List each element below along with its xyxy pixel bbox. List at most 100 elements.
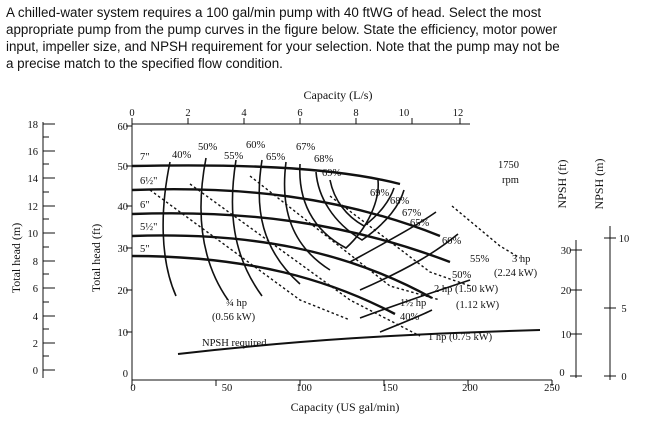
bottom-tick-0: 0 (130, 383, 135, 394)
speed-label-2: rpm (502, 175, 519, 186)
power-label-1-5hp-kw: (1.12 kW) (456, 300, 500, 311)
problem-line-3: input, impeller size, and NPSH requireme… (6, 39, 560, 54)
npsh-ft-axis (570, 240, 582, 378)
top-axis-title: Capacity (L/s) (304, 88, 373, 102)
power-line-0-75hp (149, 189, 351, 321)
npsh-m-tick-5: 5 (621, 304, 626, 315)
eff-curve-65-right (349, 211, 437, 263)
left-m-tick-12: 12 (28, 202, 39, 213)
impeller-label-6-5: 6½" (140, 176, 157, 187)
impeller-curves (131, 164, 451, 316)
impeller-curve-6 (131, 212, 451, 264)
power-label-3hp-kw: (2.24 kW) (494, 268, 538, 279)
top-tick-10: 10 (399, 108, 410, 119)
eff-label-68-right: 68% (390, 196, 410, 207)
left-ft-tick-0: 0 (123, 369, 128, 380)
eff-curve-60-left (258, 159, 301, 285)
eff-label-60-right: 60% (442, 236, 462, 247)
speed-label-1: 1750 (498, 160, 519, 171)
power-line-1hp (189, 183, 421, 337)
eff-curve-67 (299, 163, 379, 249)
eff-curve-69 (329, 179, 395, 227)
npsh-ft-tick-20: 20 (561, 286, 572, 297)
left-m-tick-18: 18 (28, 120, 39, 131)
power-label-0-75hp-kw: (0.56 kW) (212, 312, 256, 323)
bottom-tick-100: 100 (296, 383, 312, 394)
top-tick-12: 12 (453, 108, 464, 119)
power-line-2hp (329, 195, 471, 287)
power-line-3hp (451, 205, 521, 259)
problem-line-4: a precise match to the specified flow co… (6, 56, 283, 71)
bottom-axis (131, 379, 553, 386)
bottom-tick-50: 50 (222, 383, 233, 394)
power-label-0-75hp: ¾ hp (226, 298, 247, 309)
npsh-ft-tick-10: 10 (561, 330, 572, 341)
bottom-tick-200: 200 (462, 383, 478, 394)
npsh-m-tick-0: 0 (621, 372, 626, 383)
left-m-tick-0: 0 (33, 366, 38, 377)
eff-label-69-top: 69% (322, 168, 342, 179)
left-m-tick-14: 14 (28, 174, 39, 185)
eff-label-55-left: 55% (224, 151, 244, 162)
eff-label-69-right: 69% (370, 188, 390, 199)
left-m-tick-6: 6 (33, 284, 38, 295)
eff-curve-40-left (162, 161, 177, 297)
left-m-axis-title: Total head (m) (9, 223, 23, 293)
eff-curve-55-left (231, 159, 263, 297)
top-tick-0: 0 (129, 108, 134, 119)
left-ft-tick-30: 30 (118, 244, 129, 255)
left-ft-tick-50: 50 (118, 162, 129, 173)
npsh-ft-tick-30: 30 (561, 246, 572, 257)
npsh-m-axis (604, 226, 616, 380)
bottom-axis-title: Capacity (US gal/min) (291, 400, 400, 414)
eff-curve-65-left (283, 161, 331, 271)
left-m-tick-4: 4 (33, 312, 39, 323)
eff-label-67-top: 67% (296, 142, 316, 153)
impeller-curve-5 (131, 254, 396, 316)
impeller-label-5-5: 5½" (140, 222, 157, 233)
eff-label-60-top: 60% (246, 140, 266, 151)
power-label-3hp: 3 hp (512, 254, 530, 265)
power-label-2hp: 2 hp (1.50 kW) (434, 284, 499, 295)
npsh-required-label: NPSH required (202, 338, 267, 349)
power-label-1hp: 1 hp (0.75 kW) (428, 332, 493, 343)
left-m-tick-16: 16 (28, 147, 39, 158)
power-lines (149, 175, 521, 337)
left-ft-axis (126, 124, 133, 380)
impeller-label-5: 5" (140, 244, 150, 255)
pump-curve-figure: Capacity (L/s) 0 2 4 6 8 10 12 Total hea… (9, 88, 630, 414)
bottom-tick-250: 250 (544, 383, 560, 394)
eff-curve-50-left (200, 157, 229, 301)
eff-label-50-left: 50% (198, 142, 218, 153)
left-ft-tick-20: 20 (118, 286, 129, 297)
eff-label-40-left: 40% (172, 150, 192, 161)
bottom-tick-150: 150 (382, 383, 398, 394)
eff-curve-50-right (359, 279, 471, 319)
left-ft-tick-10: 10 (118, 328, 129, 339)
npsh-required-curve (177, 329, 541, 355)
npsh-m-tick-10: 10 (619, 234, 630, 245)
left-ft-tick-40: 40 (118, 202, 129, 213)
eff-label-55-right: 55% (470, 254, 490, 265)
eff-curve-40-right (379, 309, 433, 333)
eff-label-40-right: 40% (400, 312, 420, 323)
eff-curve-60-right (359, 233, 459, 291)
top-tick-4: 4 (241, 108, 247, 119)
npsh-ft-tick-0: 0 (559, 368, 564, 379)
problem-line-2: appropriate pump from the pump curves in… (6, 22, 558, 37)
eff-label-67-right: 67% (402, 208, 422, 219)
left-m-tick-2: 2 (33, 339, 38, 350)
eff-label-68-top: 68% (314, 154, 334, 165)
problem-statement: A chilled-water system requires a 100 ga… (6, 4, 642, 72)
npsh-ft-axis-title: NPSH (ft) (555, 159, 569, 208)
impeller-curve-6-5 (131, 188, 441, 238)
top-tick-6: 6 (297, 108, 302, 119)
top-axis (131, 118, 470, 125)
impeller-curve-7 (131, 164, 401, 186)
power-label-1-5hp: 1½ hp (400, 298, 426, 309)
efficiency-curves (162, 157, 471, 333)
left-m-tick-10: 10 (28, 229, 39, 240)
npsh-m-axis-title: NPSH (m) (592, 158, 606, 209)
left-m-tick-8: 8 (33, 257, 38, 268)
left-m-axis (42, 122, 55, 378)
